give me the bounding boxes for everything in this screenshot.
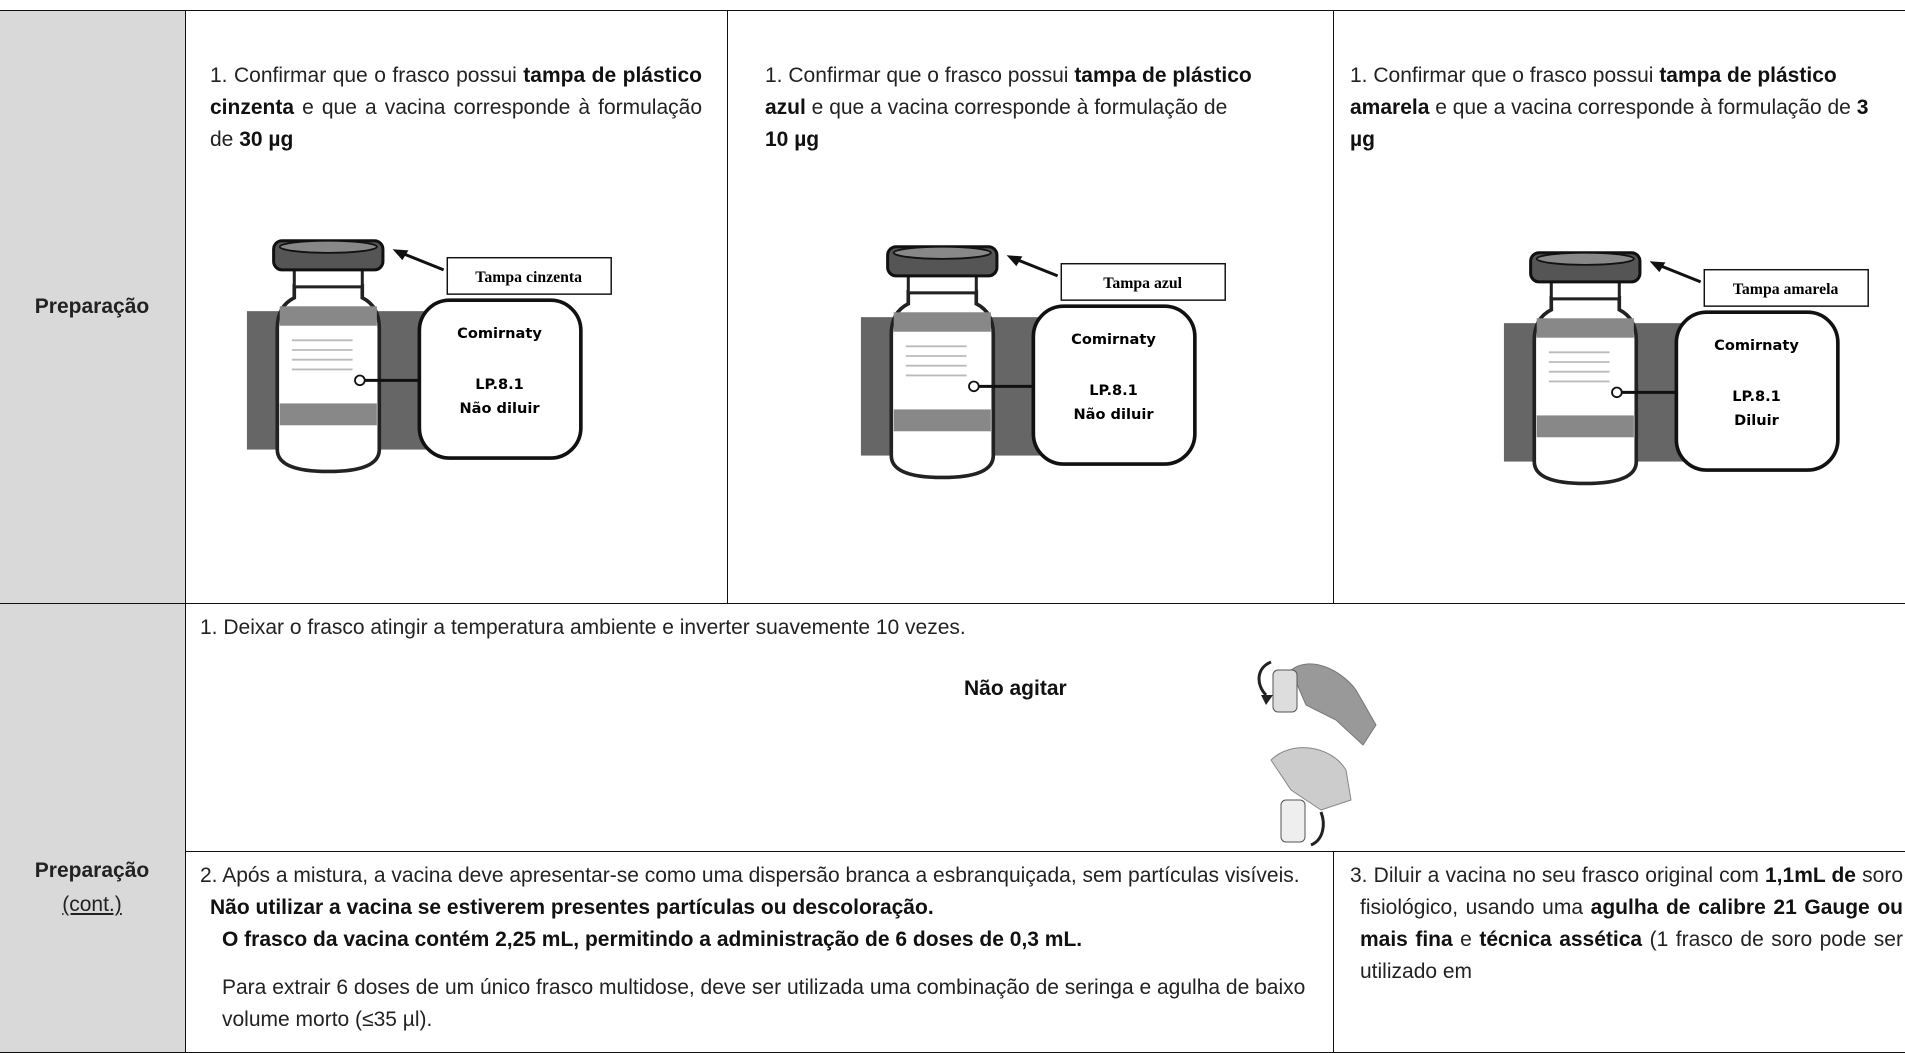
callout-text: Comirnaty <box>457 325 542 342</box>
paragraph: 2. Após a mistura, a vacina deve apresen… <box>200 860 1320 924</box>
bold-text: 30 µg <box>239 128 294 151</box>
callout-dot <box>1611 386 1623 399</box>
bold-text: Não agitar <box>964 677 1067 700</box>
cap-top <box>278 239 378 254</box>
arrow-head <box>1006 255 1023 267</box>
arrow <box>400 251 445 272</box>
cap-top <box>1535 251 1635 266</box>
text: soro fisiológico, usando uma <box>1360 864 1903 919</box>
bold-text: 3 µg <box>1350 96 1869 151</box>
row-header: Preparação <box>0 10 186 604</box>
text: 1. Confirmar que o frasco possui <box>765 64 1075 87</box>
invert-illustration <box>1257 660 1377 847</box>
callout-text: Não diluir <box>459 400 540 417</box>
vial-label-band <box>1536 318 1634 338</box>
arrow <box>1657 263 1702 284</box>
cap-label: Tampa azul <box>1103 275 1182 292</box>
text: 3. Diluir a vacina no seu frasco origina… <box>1350 864 1765 887</box>
paragraph: Para extrair 6 doses de um único frasco … <box>222 972 1307 1036</box>
bold-text: 10 µg <box>765 128 820 151</box>
callout-text: LP.8.1 <box>1089 382 1138 399</box>
cap-label-box <box>446 256 612 295</box>
cap-label: Tampa amarela <box>1733 281 1839 298</box>
bold-text: agulha de calibre 21 Gauge ou mais fina <box>1360 896 1903 951</box>
text: e que a vacina corresponde à formulação … <box>210 96 702 151</box>
paragraph: 1. Confirmar que o frasco possui tampa d… <box>210 60 702 156</box>
bold-text: tampa de plástico cinzenta <box>210 64 703 119</box>
callout-text: LP.8.1 <box>1732 388 1781 405</box>
bold-text: 1,1mL de <box>1765 864 1856 887</box>
callout <box>1031 304 1197 466</box>
text: 1. Confirmar que o frasco possui <box>1350 64 1660 87</box>
vial-label-band <box>279 306 377 326</box>
text: e que a vacina corresponde à formulação … <box>1429 96 1857 119</box>
text: e que a vacina corresponde à formulação … <box>805 96 1228 119</box>
paragraph: Não agitar <box>964 673 1084 705</box>
arrow-head <box>392 249 409 261</box>
arrow <box>1014 257 1059 278</box>
header-text: Preparação <box>34 295 150 318</box>
text: 2. Após a mistura, a vacina deve apresen… <box>200 864 1300 887</box>
bold-text: Não utilizar a vacina se estiverem prese… <box>210 896 934 919</box>
row-header: Preparação (cont.) <box>0 603 186 1053</box>
vial-label-band <box>893 409 991 432</box>
text: 1. Deixar o frasco atingir a temperatura… <box>200 616 966 639</box>
vial-figure: Tampa azul Comirnaty LP.8.1 Não diluir <box>860 245 1226 480</box>
cap-label: Tampa cinzenta <box>475 269 582 286</box>
callout-text: Comirnaty <box>1714 337 1799 354</box>
paragraph: O frasco da vacina contém 2,25 mL, permi… <box>222 924 1322 956</box>
cap-top <box>892 245 992 260</box>
bold-text: técnica assética <box>1479 928 1643 951</box>
paragraph: 3. Diluir a vacina no seu frasco origina… <box>1350 860 1903 988</box>
callout-text: LP.8.1 <box>475 376 524 393</box>
bold-text: tampa de plástico azul <box>765 64 1252 119</box>
callout <box>1674 310 1840 472</box>
text: Para extrair 6 doses de um único frasco … <box>222 976 1306 1031</box>
cap-label-box <box>1703 268 1869 307</box>
text: (1 frasco de soro pode ser utilizado em <box>1360 928 1903 983</box>
text: 1. Confirmar que o frasco possui <box>210 64 524 87</box>
vial-label-band <box>1536 415 1634 438</box>
cap-label-box <box>1060 262 1226 301</box>
paragraph: 1. Deixar o frasco atingir a temperatura… <box>200 612 1300 644</box>
callout-dot <box>354 374 366 387</box>
vial-label-band <box>893 312 991 332</box>
text: e <box>1452 928 1480 951</box>
callout-text: Diluir <box>1734 412 1779 429</box>
arrow-head <box>1649 261 1666 273</box>
callout-dot <box>968 380 980 393</box>
vial-label-band <box>279 403 377 426</box>
paragraph: 1. Confirmar que o frasco possui tampa d… <box>1350 60 1895 156</box>
paragraph: 1. Confirmar que o frasco possui tampa d… <box>765 60 1255 156</box>
header-subtext: (cont.) <box>62 893 122 916</box>
callout-text: Não diluir <box>1073 406 1154 423</box>
vial-figure: Tampa cinzenta Comirnaty LP.8.1 Não diluir <box>246 239 612 474</box>
bold-text: tampa de plástico amarela <box>1350 64 1837 119</box>
callout-text: Comirnaty <box>1071 331 1156 348</box>
bold-text: O frasco da vacina contém 2,25 mL, permi… <box>222 928 1083 951</box>
header-text: Preparação <box>34 859 150 882</box>
vial-figure: Tampa amarela Comirnaty LP.8.1 Diluir <box>1503 251 1869 486</box>
